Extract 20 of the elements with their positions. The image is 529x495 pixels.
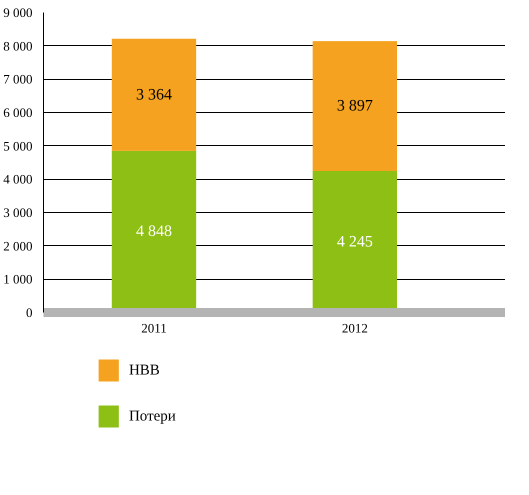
bar [312,41,398,171]
x-tick-label: 2012 [342,320,368,336]
y-tick-label: 2 000 [3,238,32,254]
data-label: 3 364 [136,86,172,104]
y-tick-label: 5 000 [3,138,32,154]
y-tick-label: 4 000 [3,172,32,187]
y-tick-label: 1 000 [3,272,32,287]
y-tick-label: 3 000 [3,205,32,220]
y-tick-label: 8 000 [3,38,32,54]
data-label: 3 897 [336,98,373,115]
y-tick-label: 7 000 [3,72,32,87]
data-label: 4 848 [136,223,172,240]
y-tick-label: 0 [26,305,32,320]
y-tick-label: 9 000 [3,5,32,20]
data-label: 4 245 [336,233,373,250]
y-tick-label: 6 000 [3,105,32,120]
legend-label: Потери [128,408,176,424]
legend-label: НВВ [128,362,160,378]
x-tick-label: 2011 [141,320,167,336]
bar [112,38,196,151]
